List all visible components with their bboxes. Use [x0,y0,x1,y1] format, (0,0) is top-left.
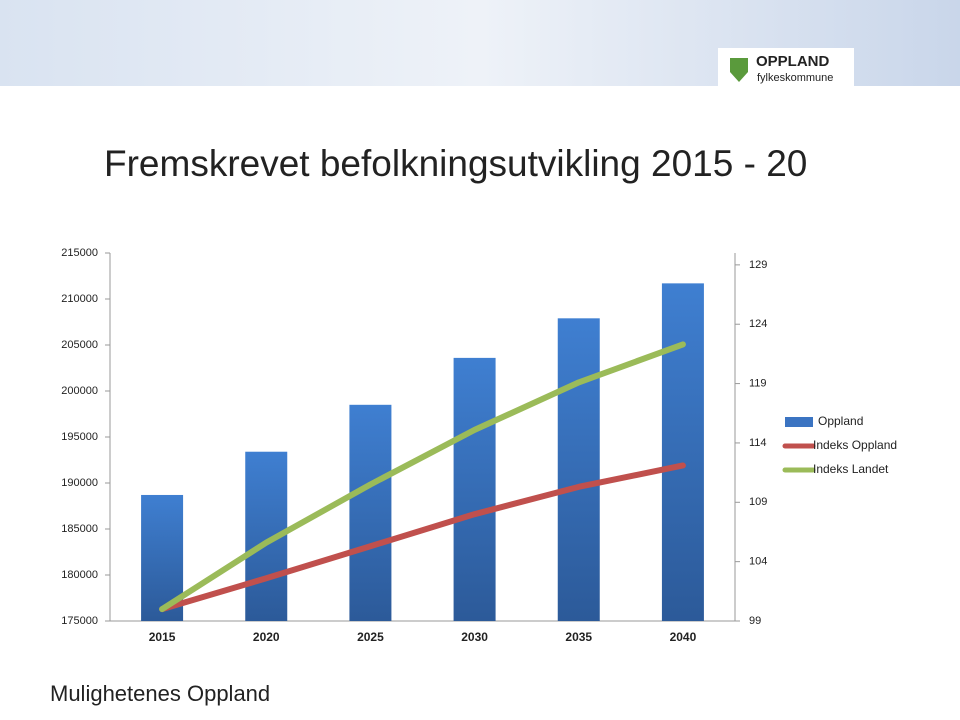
y-tick-label: 195000 [61,431,98,443]
y2-tick-label: 124 [749,318,767,330]
y-tick-label: 200000 [61,385,98,397]
legend-label: Indeks Oppland [813,438,897,452]
x-tick-label: 2040 [670,630,697,644]
logo-subtitle: fylkeskommune [757,72,833,84]
y2-tick-label: 114 [749,437,767,449]
footer: Mulighetenes Oppland [50,681,270,706]
x-tick-label: 2030 [461,630,488,644]
logo-shield [730,58,748,82]
x-tick-label: 2020 [253,630,280,644]
y-tick-label: 210000 [61,293,98,305]
line [159,462,686,613]
legend-label: Indeks Landet [813,462,889,476]
y-tick-label: 205000 [61,339,98,351]
bar [453,357,496,621]
y-tick-label: 215000 [61,247,98,259]
bar [661,283,704,621]
y-tick-label: 185000 [61,523,98,535]
bar [557,318,600,621]
slide-title: Fremskrevet befolkningsutvikling 2015 - … [104,143,807,184]
x-tick-label: 2035 [565,630,592,644]
legend-label: Oppland [818,414,863,428]
legend-swatch [785,417,813,427]
y2-tick-label: 104 [749,556,767,568]
y-tick-label: 175000 [61,615,98,627]
logo-title: OPPLAND [756,53,830,70]
bar [349,404,392,621]
y2-tick-label: 129 [749,259,767,271]
y2-tick-label: 109 [749,496,767,508]
y-tick-label: 190000 [61,477,98,489]
x-tick-label: 2015 [149,630,176,644]
y2-tick-label: 99 [749,615,761,627]
y-tick-label: 180000 [61,569,98,581]
line [159,341,686,613]
y2-tick-label: 119 [749,377,767,389]
x-tick-label: 2025 [357,630,384,644]
